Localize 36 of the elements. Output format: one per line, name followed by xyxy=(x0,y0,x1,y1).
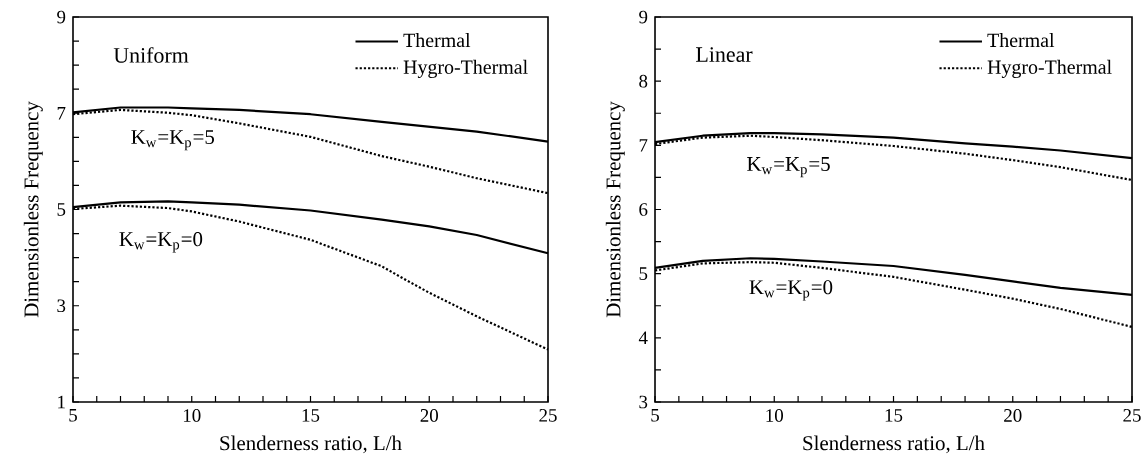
x-tick-label: 20 xyxy=(1004,409,1022,422)
y-tick-label: 1 xyxy=(58,395,65,409)
x-axis-title: Slenderness ratio, L/h xyxy=(220,435,402,454)
annotation: K$_{w}$=K$_{p}$=0 xyxy=(119,232,203,253)
annotation: K$_{w}$=K$_{p}$=5 xyxy=(747,157,830,178)
annotation: K$_{w}$=K$_{p}$=5 xyxy=(131,130,214,151)
x-tick-label: 25 xyxy=(539,409,557,422)
x-axis-title: Slenderness ratio, L/h xyxy=(803,435,985,454)
legend-label: Thermal xyxy=(403,33,471,48)
y-tick-label: 8 xyxy=(639,74,648,88)
x-tick-label: 5 xyxy=(651,409,659,422)
y-tick-label: 5 xyxy=(639,267,648,280)
x-tick-label: 20 xyxy=(420,409,438,422)
legend-label: Hygro-Thermal xyxy=(403,59,528,78)
legend-label: Thermal xyxy=(987,33,1055,48)
x-tick-label: 15 xyxy=(885,409,903,422)
x-tick-label: 10 xyxy=(766,409,784,422)
annotation: K$_{w}$=K$_{p}$=0 xyxy=(749,280,833,301)
y-tick-label: 3 xyxy=(639,395,648,409)
legend-label: Hygro-Thermal xyxy=(987,59,1112,78)
annotation: Uniform xyxy=(113,47,189,63)
x-tick-label: 25 xyxy=(1123,409,1141,422)
y-axis-title: Dimensionless Frequency xyxy=(23,101,43,318)
y-tick-label: 7 xyxy=(639,139,648,152)
y-tick-label: 4 xyxy=(638,331,648,345)
x-tick-label: 15 xyxy=(302,409,320,422)
y-axis-title: Dimensionless Frequency xyxy=(605,101,625,318)
x-tick-label: 5 xyxy=(69,409,77,422)
annotation: Linear xyxy=(696,47,753,62)
x-tick-label: 10 xyxy=(183,409,201,422)
y-tick-label: 3 xyxy=(57,299,66,313)
y-tick-label: 9 xyxy=(639,10,648,24)
y-tick-label: 5 xyxy=(57,203,66,216)
y-tick-label: 9 xyxy=(57,10,66,24)
y-tick-label: 6 xyxy=(639,203,648,216)
y-tick-label: 7 xyxy=(57,107,66,120)
